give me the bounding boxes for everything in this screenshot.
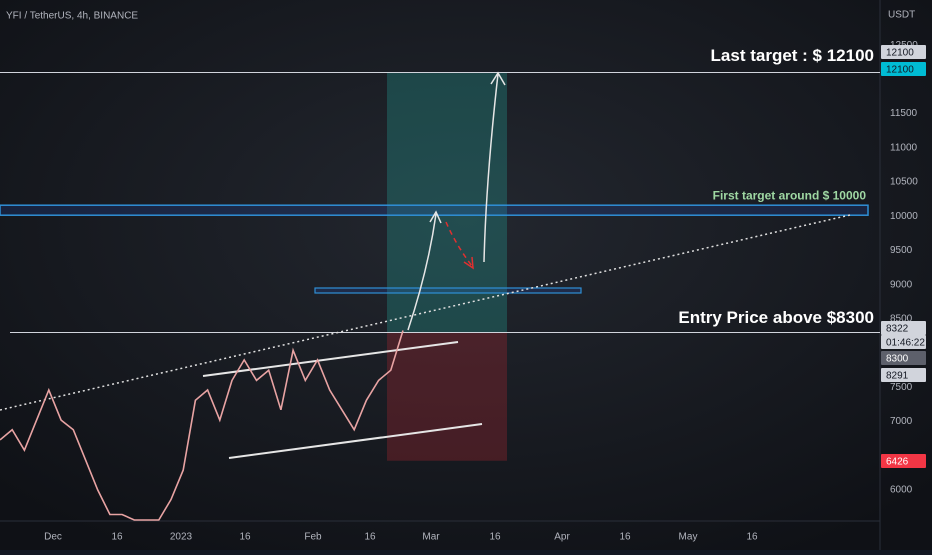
price-tag-label: 8291 [886, 371, 909, 382]
y-tick-label: 11000 [890, 142, 918, 153]
x-tick-label: 16 [364, 532, 376, 543]
price-line [0, 330, 404, 521]
arrow [445, 221, 473, 267]
price-tag [881, 335, 926, 349]
price-tag-label: 12100 [886, 65, 914, 76]
x-tick-label: 16 [489, 532, 501, 543]
y-tick-label: 9500 [890, 245, 913, 256]
y-tick-label: 6000 [890, 485, 913, 496]
y-tick-label: 10500 [890, 177, 918, 188]
annotation: First target around $ 10000 [713, 188, 867, 202]
price-tag-label: 8300 [886, 354, 909, 365]
price-tag [881, 368, 926, 382]
x-tick-label: Dec [44, 532, 62, 543]
x-tick-label: 16 [239, 532, 251, 543]
price-tag-label: 12100 [886, 48, 914, 59]
annotation: Entry Price above $8300 [678, 308, 874, 327]
arrow [483, 73, 499, 263]
arrow-head [490, 71, 506, 86]
x-tick-label: Feb [304, 532, 322, 543]
y-tick-label: 10000 [890, 211, 918, 222]
channel-line [228, 423, 483, 459]
x-tick-label: Mar [422, 532, 440, 543]
price-tag [881, 321, 926, 335]
currency: USDT [888, 10, 915, 21]
price-tag [881, 45, 926, 59]
arrow-head [463, 256, 474, 270]
x-tick-label: May [679, 532, 698, 543]
symbol: YFI / TetherUS, 4h, BINANCE [6, 11, 138, 22]
x-tick-label: 2023 [170, 532, 193, 543]
price-tag-label: 8322 [886, 324, 909, 335]
y-tick-label: 11500 [890, 108, 918, 119]
x-tick-label: 16 [746, 532, 758, 543]
stop-zone [387, 332, 507, 461]
price-tag [881, 454, 926, 468]
arrow [407, 213, 437, 331]
plot [0, 72, 880, 521]
annotation: Last target : $ 12100 [711, 46, 874, 65]
y-tick-label: 7500 [890, 382, 913, 393]
first-target-zone [0, 204, 869, 216]
price-tag-label: 01:46:22 [886, 338, 925, 349]
arrow-head [429, 210, 442, 224]
price-tag-label: 6426 [886, 457, 909, 468]
x-tick-label: 16 [619, 532, 631, 543]
y-tick-label: 7000 [890, 416, 913, 427]
channel-line [202, 341, 459, 377]
x-tick-label: 16 [111, 532, 123, 543]
y-tick-label: 9000 [890, 279, 913, 290]
x-tick-label: Apr [554, 532, 570, 543]
y-tick-label: 8500 [890, 313, 913, 324]
trend-line [0, 214, 851, 411]
resistance-zone [314, 287, 582, 294]
price-tag [881, 351, 926, 365]
price-tag [881, 62, 926, 76]
